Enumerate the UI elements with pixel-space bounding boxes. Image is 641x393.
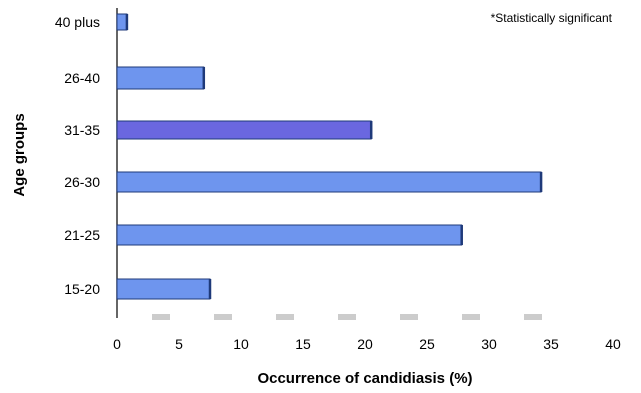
baseline-dash — [462, 314, 480, 320]
bar-26-30 — [116, 171, 542, 193]
y-tick-label: 31-35 — [64, 122, 100, 138]
y-tick-label: 21-25 — [64, 227, 100, 243]
significance-annotation: *Statistically significant — [491, 11, 613, 25]
bar-15-20 — [116, 278, 211, 300]
x-tick-label: 40 — [605, 336, 621, 352]
y-tick-labels: 40 plus 26-40 31-35 26-30 21-25 15-20 — [55, 14, 100, 297]
baseline-dash — [214, 314, 232, 320]
bar-40-plus — [116, 13, 128, 31]
baseline-dash — [400, 314, 418, 320]
x-tick-label: 15 — [295, 336, 311, 352]
x-tick-label: 25 — [419, 336, 435, 352]
y-tick-label: 26-40 — [64, 70, 100, 86]
y-tick-label: 40 plus — [55, 14, 100, 30]
bar-21-25 — [116, 224, 463, 246]
baseline-dash — [524, 314, 542, 320]
bar-26-40 — [116, 66, 205, 90]
baseline-dash — [338, 314, 356, 320]
x-tick-label: 10 — [233, 336, 249, 352]
x-axis-title: Occurrence of candidiasis (%) — [257, 370, 472, 387]
y-tick-label: 26-30 — [64, 174, 100, 190]
x-tick-labels: 0 5 10 15 20 25 30 35 40 — [113, 336, 621, 352]
baseline-dash — [276, 314, 294, 320]
x-tick-label: 35 — [543, 336, 559, 352]
baseline-dash — [152, 314, 170, 320]
bar-31-35 — [116, 120, 372, 140]
x-tick-label: 0 — [113, 336, 121, 352]
y-tick-label: 15-20 — [64, 281, 100, 297]
x-tick-label: 30 — [481, 336, 497, 352]
y-axis-title: Age groups — [11, 113, 28, 196]
x-tick-label: 20 — [357, 336, 373, 352]
x-tick-label: 5 — [175, 336, 183, 352]
axis-layer — [116, 8, 542, 320]
bars-layer — [116, 13, 543, 300]
